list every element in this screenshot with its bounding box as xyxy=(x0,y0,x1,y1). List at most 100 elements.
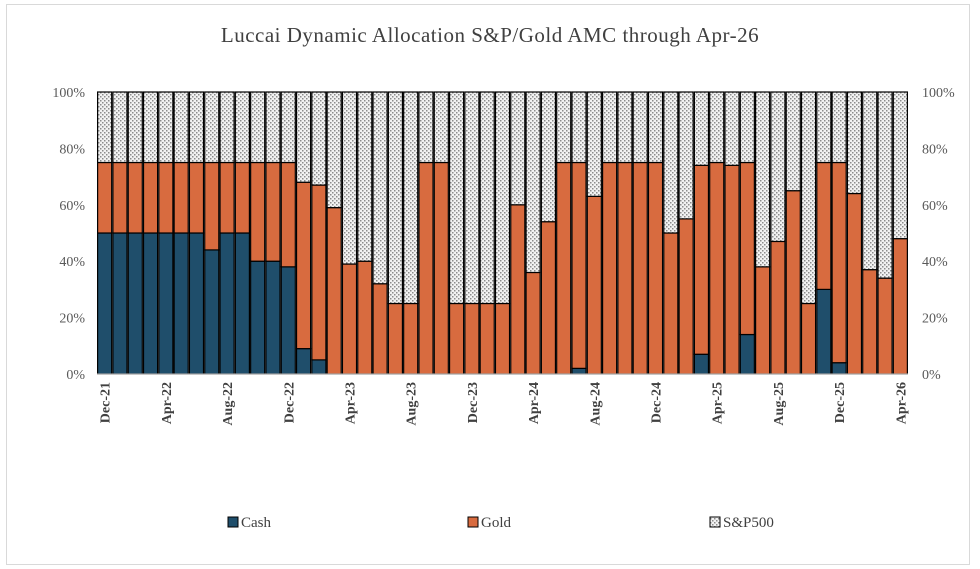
bar-sp500-mar-24 xyxy=(510,91,526,206)
x-tick-label: Apr-25 xyxy=(711,382,726,424)
bar-cash-apr-22 xyxy=(158,232,174,375)
y-tick-left-label: 20% xyxy=(59,312,85,327)
bar-gold-aug-25 xyxy=(770,240,786,375)
bar-gold-nov-24 xyxy=(632,161,648,375)
bar-gold-oct-25 xyxy=(800,302,817,375)
bar-gold-nov-23 xyxy=(448,302,465,375)
bar-sp500-jan-23 xyxy=(295,91,312,183)
x-tick-label: Aug-24 xyxy=(588,382,603,426)
bar-sp500-oct-24 xyxy=(617,91,633,164)
bar-sp500-sep-24 xyxy=(601,91,618,164)
bar-gold-apr-22 xyxy=(158,161,174,234)
bar-sp500-feb-25 xyxy=(678,91,694,220)
x-tick-label: Apr-26 xyxy=(894,382,909,424)
bar-sp500-mar-23 xyxy=(326,91,342,209)
bar-cash-dec-25 xyxy=(831,362,847,375)
bar-gold-mar-22 xyxy=(142,161,159,234)
legend-swatch-gold xyxy=(467,516,479,528)
y-tick-right-label: 40% xyxy=(922,255,948,270)
bar-gold-apr-26 xyxy=(892,238,908,375)
bar-cash-sep-22 xyxy=(234,232,251,375)
bar-sp500-dec-23 xyxy=(464,91,480,305)
bar-gold-sep-23 xyxy=(418,161,434,375)
y-tick-right-label: 80% xyxy=(922,142,948,157)
bar-sp500-aug-25 xyxy=(770,91,786,243)
bar-cash-may-22 xyxy=(173,232,189,375)
bar-gold-jul-22 xyxy=(204,161,220,251)
y-tick-right-label: 0% xyxy=(922,368,941,383)
bar-sp500-may-25 xyxy=(724,91,740,166)
bar-sp500-jun-22 xyxy=(188,91,205,164)
legend-label-cash: Cash xyxy=(241,515,272,531)
bar-gold-jun-24 xyxy=(556,161,572,375)
bar-cash-aug-22 xyxy=(219,232,235,375)
legend-label-gold: Gold xyxy=(481,515,512,531)
bar-sp500-may-23 xyxy=(357,91,373,262)
bar-gold-oct-23 xyxy=(433,161,449,375)
bar-gold-nov-22 xyxy=(265,161,281,262)
x-axis: Dec-21 Apr-22 Aug-22 Dec-22 Apr-23 Aug-23 Dec-… xyxy=(97,373,909,426)
x-tick-label: Apr-23 xyxy=(343,382,358,424)
x-tick-label: Apr-22 xyxy=(160,382,175,424)
bar-gold-jan-25 xyxy=(663,232,679,375)
bar-gold-dec-25 xyxy=(831,161,847,364)
x-tick-label: Dec-25 xyxy=(833,382,848,423)
y-tick-right-label: 60% xyxy=(922,199,948,214)
bar-sp500-aug-24 xyxy=(586,91,602,197)
bar-gold-sep-25 xyxy=(785,190,801,375)
bar-cash-jul-24 xyxy=(571,367,587,375)
legend-swatch-sp500 xyxy=(709,516,721,528)
bar-gold-aug-24 xyxy=(586,195,602,375)
bar-sp500-jun-24 xyxy=(556,91,572,164)
bar-gold-oct-24 xyxy=(617,161,633,375)
bar-sp500-nov-23 xyxy=(448,91,465,305)
bar-sp500-jul-24 xyxy=(571,91,587,164)
x-tick-label: Dec-21 xyxy=(99,382,114,423)
bar-gold-dec-23 xyxy=(464,302,480,375)
x-tick-label: Dec-24 xyxy=(650,382,665,423)
bar-sp500-jan-22 xyxy=(112,91,128,164)
bar-sp500-jan-24 xyxy=(479,91,495,305)
chart-title: Luccai Dynamic Allocation S&P/Gold AMC t… xyxy=(221,23,759,47)
legend-swatch-cash xyxy=(227,516,239,528)
x-tick-label: Apr-24 xyxy=(527,382,542,424)
bar-gold-jul-24 xyxy=(571,161,587,369)
y-tick-left-label: 100% xyxy=(52,86,85,101)
bar-sp500-mar-26 xyxy=(877,91,893,279)
bar-sp500-dec-22 xyxy=(280,91,296,164)
bar-cash-nov-25 xyxy=(816,288,832,375)
bar-sp500-may-22 xyxy=(173,91,189,164)
bar-gold-dec-22 xyxy=(280,161,296,268)
bar-gold-jan-24 xyxy=(479,302,495,375)
bar-gold-feb-26 xyxy=(862,269,878,375)
legend: Cash Gold S&P500 xyxy=(227,515,774,531)
bar-cash-dec-21 xyxy=(97,232,113,375)
bar-sp500-jun-23 xyxy=(372,91,388,285)
bar-sp500-jul-23 xyxy=(387,91,404,305)
bar-cash-dec-22 xyxy=(280,266,296,375)
bar-gold-may-24 xyxy=(540,221,557,375)
bar-gold-aug-23 xyxy=(403,302,419,375)
bar-gold-jan-23 xyxy=(295,181,312,350)
bar-gold-oct-22 xyxy=(250,161,266,262)
bar-gold-may-25 xyxy=(724,164,740,375)
bar-sp500-may-24 xyxy=(540,91,557,223)
bar-gold-jul-23 xyxy=(387,302,404,375)
bar-gold-may-22 xyxy=(173,161,189,234)
bar-gold-aug-22 xyxy=(219,161,235,234)
bar-gold-feb-23 xyxy=(311,184,327,361)
bar-sp500-jan-25 xyxy=(663,91,679,234)
legend-label-sp500: S&P500 xyxy=(723,515,774,531)
bar-sp500-dec-21 xyxy=(97,91,113,164)
bar-cash-mar-25 xyxy=(693,353,710,375)
bar-sp500-aug-23 xyxy=(403,91,419,305)
bar-gold-apr-25 xyxy=(709,161,725,375)
bar-gold-nov-25 xyxy=(816,161,832,291)
y-axis-right: 0% 20% 40% 60% 80% 100% xyxy=(922,86,955,383)
bar-sp500-feb-24 xyxy=(494,91,511,305)
bar-cash-nov-22 xyxy=(265,260,281,375)
bar-gold-jan-26 xyxy=(846,192,863,375)
bar-sp500-jul-22 xyxy=(204,91,220,164)
bar-cash-oct-22 xyxy=(250,260,266,375)
